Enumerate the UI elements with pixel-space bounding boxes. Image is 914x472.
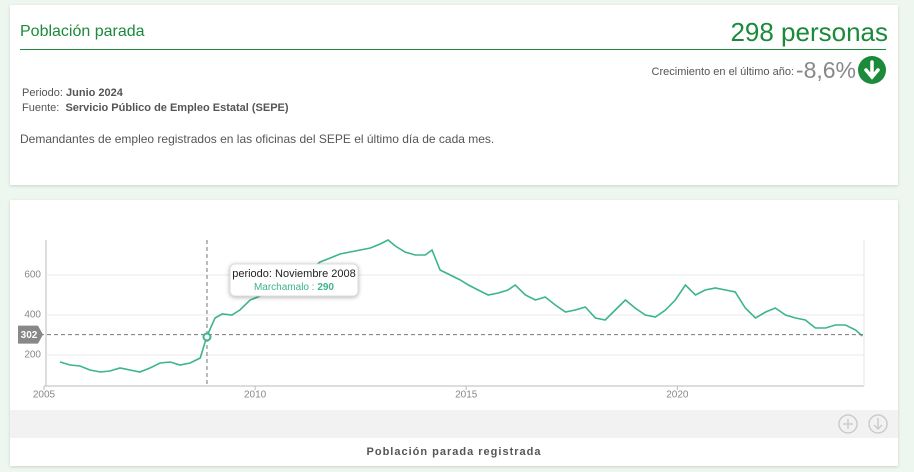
period-label: Periodo:: [22, 87, 63, 99]
download-button[interactable]: [868, 414, 888, 434]
chart: Población parada registrada 200 400 600 200…: [10, 239, 898, 458]
crosshair-label: 302: [21, 330, 38, 341]
x-tick-label: 2020: [666, 390, 689, 401]
main-value: 298 personas: [730, 17, 888, 47]
tooltip: periodo: Noviembre 2008 Marchamalo : 290: [229, 263, 359, 297]
chart-title: Población parada registrada: [367, 446, 542, 458]
tooltip-value: 290: [317, 282, 334, 293]
crosshair-label-box: [18, 325, 43, 344]
zoom-in-button[interactable]: [838, 414, 858, 434]
summary-card: Población parada 298 personas Crecimient…: [10, 5, 898, 185]
growth-value: -8,6%: [795, 57, 856, 83]
title: Población parada: [20, 23, 145, 40]
tooltip-box: [229, 263, 359, 297]
description: Demandantes de empleo registrados en las…: [20, 132, 495, 146]
down-icon: [858, 56, 886, 84]
source: Fuente: Servicio Público de Empleo Estat…: [22, 102, 289, 114]
y-tick-label: 200: [24, 350, 41, 361]
tooltip-series-label: Marchamalo :: [254, 282, 315, 293]
x-tick-label: 2015: [455, 390, 478, 401]
source-label: Fuente:: [22, 102, 60, 114]
period: Periodo: Junio 2024: [22, 87, 123, 99]
x-tick-label: 2005: [33, 390, 56, 401]
x-tick-label: 2010: [244, 390, 267, 401]
y-tick-label: 600: [24, 270, 41, 281]
tooltip-series: Marchamalo : 290: [254, 282, 334, 293]
y-tick-label: 400: [24, 310, 41, 321]
period-value: Junio 2024: [66, 87, 123, 99]
source-value: Servicio Público de Empleo Estatal (SEPE…: [65, 102, 289, 114]
series-line: [59, 239, 863, 373]
hover-marker: [202, 332, 212, 342]
zoom-band: [10, 410, 898, 438]
divider: [20, 49, 886, 50]
tooltip-title: periodo: Noviembre 2008: [232, 268, 356, 280]
growth-label: Crecimiento en el último año:: [651, 66, 794, 78]
chart-card: Población parada registrada 200 400 600 200…: [10, 200, 898, 466]
